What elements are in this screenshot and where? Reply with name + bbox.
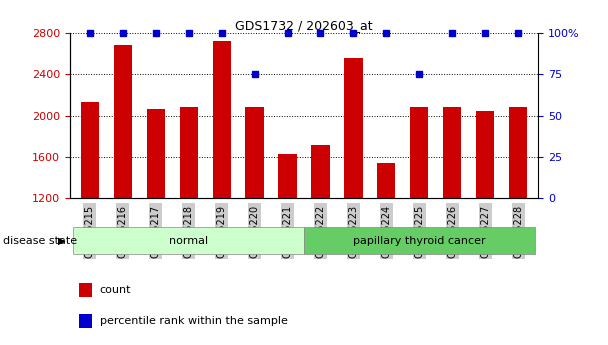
Text: papillary thyroid cancer: papillary thyroid cancer [353,236,486,246]
Bar [114,45,132,198]
FancyBboxPatch shape [73,227,304,254]
Bar [179,107,198,198]
Bar [378,163,395,198]
Text: ▶: ▶ [58,236,66,246]
Bar [311,145,330,198]
Title: GDS1732 / 202603_at: GDS1732 / 202603_at [235,19,373,32]
Bar [510,107,527,198]
Bar [410,107,429,198]
Bar [443,107,461,198]
Bar [213,41,230,198]
Text: count: count [100,285,131,295]
Bar [344,58,362,198]
Text: normal: normal [169,236,208,246]
Text: disease state: disease state [3,236,77,246]
Bar [246,107,264,198]
FancyBboxPatch shape [304,227,535,254]
Bar [81,102,98,198]
Text: percentile rank within the sample: percentile rank within the sample [100,316,288,326]
Bar [476,111,494,198]
Bar [278,154,297,198]
Bar [147,109,165,198]
